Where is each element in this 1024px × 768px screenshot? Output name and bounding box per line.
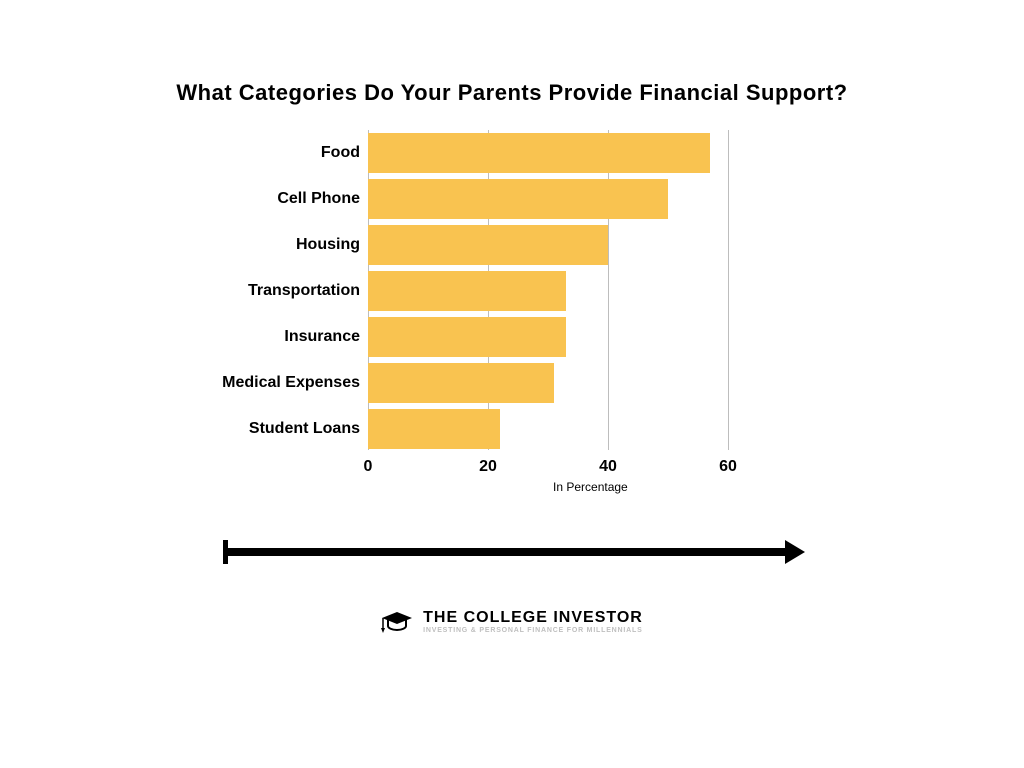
- bar-row: Cell Phone: [180, 179, 820, 219]
- category-label: Insurance: [140, 328, 360, 346]
- brand-subtitle: INVESTING & PERSONAL FINANCE FOR MILLENN…: [423, 627, 643, 634]
- chart-title: What Categories Do Your Parents Provide …: [0, 80, 1024, 106]
- x-tick-label: 60: [708, 458, 748, 476]
- bar-row: Medical Expenses: [180, 363, 820, 403]
- bar-row: Food: [180, 133, 820, 173]
- bar-chart: 0204060In PercentageFoodCell PhoneHousin…: [180, 130, 820, 490]
- bar-row: Insurance: [180, 317, 820, 357]
- arrow-head: [785, 540, 805, 564]
- category-label: Medical Expenses: [140, 374, 360, 392]
- bar-row: Student Loans: [180, 409, 820, 449]
- category-label: Housing: [140, 236, 360, 254]
- brand-footer: THE COLLEGE INVESTOR INVESTING & PERSONA…: [0, 610, 1024, 638]
- x-tick-label: 20: [468, 458, 508, 476]
- category-label: Transportation: [140, 282, 360, 300]
- bar: [368, 363, 554, 403]
- bar: [368, 409, 500, 449]
- bar: [368, 317, 566, 357]
- category-label: Cell Phone: [140, 190, 360, 208]
- bar: [368, 271, 566, 311]
- x-axis-label: In Percentage: [553, 480, 628, 494]
- bar-row: Transportation: [180, 271, 820, 311]
- bar: [368, 133, 710, 173]
- divider-arrow: [225, 540, 795, 564]
- bar: [368, 225, 608, 265]
- bar-row: Housing: [180, 225, 820, 265]
- category-label: Student Loans: [140, 420, 360, 438]
- bar: [368, 179, 668, 219]
- x-tick-label: 0: [348, 458, 388, 476]
- brand-title: THE COLLEGE INVESTOR: [423, 610, 643, 627]
- graduation-cap-icon: [381, 611, 413, 633]
- category-label: Food: [140, 144, 360, 162]
- x-tick-label: 40: [588, 458, 628, 476]
- arrow-line: [225, 548, 795, 556]
